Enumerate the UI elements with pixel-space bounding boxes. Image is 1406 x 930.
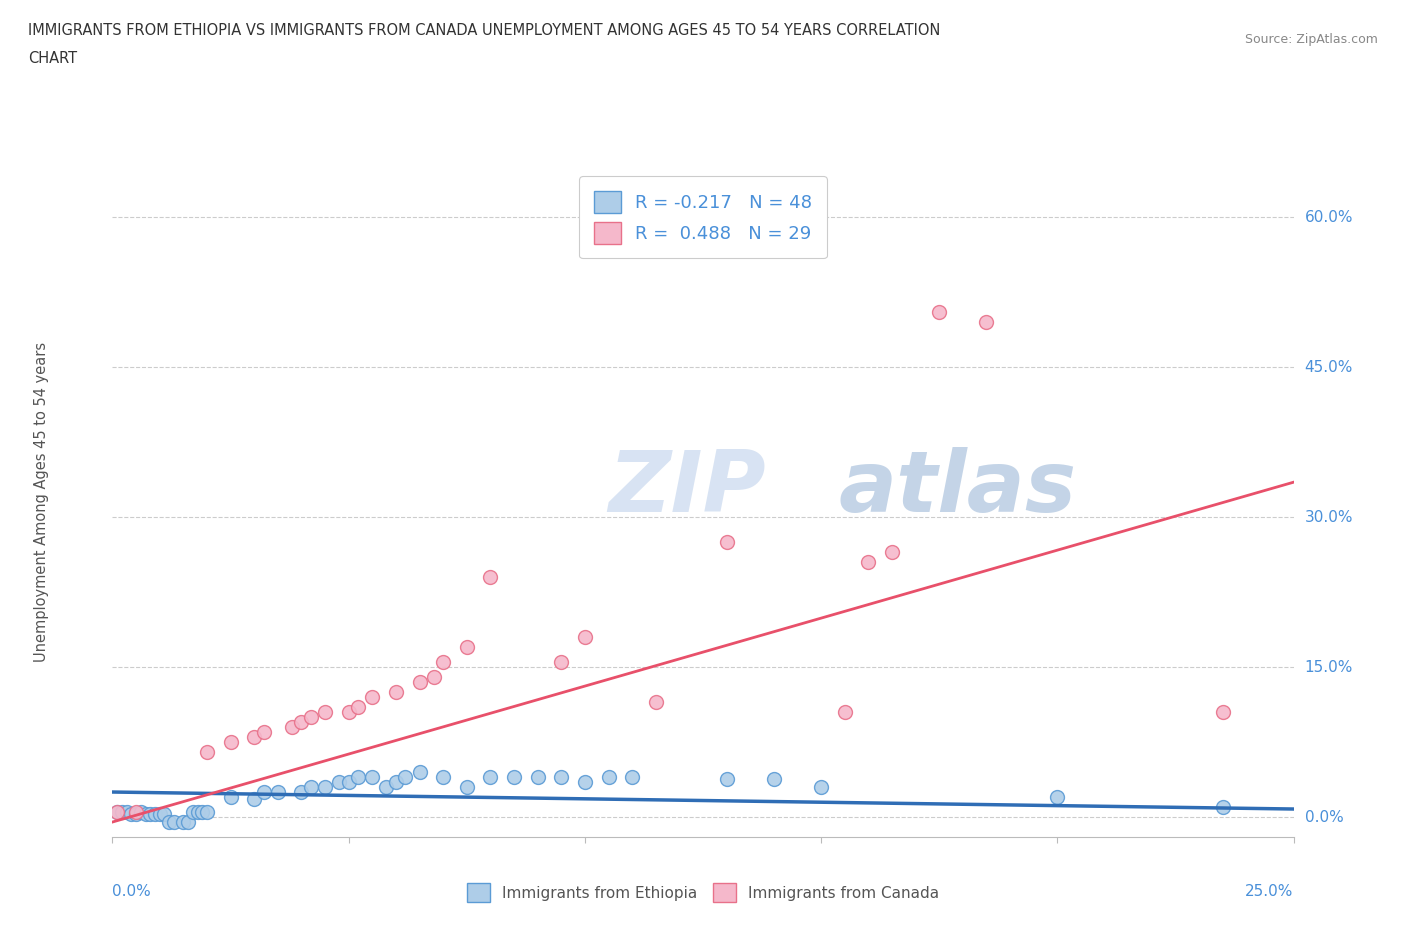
Text: IMMIGRANTS FROM ETHIOPIA VS IMMIGRANTS FROM CANADA UNEMPLOYMENT AMONG AGES 45 TO: IMMIGRANTS FROM ETHIOPIA VS IMMIGRANTS F…: [28, 23, 941, 38]
Point: [290, 714, 312, 729]
Text: atlas: atlas: [839, 447, 1077, 530]
Point: [153, 806, 176, 821]
Point: [195, 804, 218, 819]
Point: [219, 735, 242, 750]
Point: [105, 804, 128, 819]
Point: [361, 690, 384, 705]
Point: [394, 770, 416, 785]
Point: [314, 779, 336, 794]
Point: [456, 779, 478, 794]
Text: 0.0%: 0.0%: [112, 884, 152, 899]
Point: [432, 770, 454, 785]
Point: [299, 779, 322, 794]
Point: [243, 730, 266, 745]
Point: [503, 770, 526, 785]
Point: [1212, 705, 1234, 720]
Point: [281, 720, 304, 735]
Point: [135, 806, 157, 821]
Point: [115, 804, 138, 819]
Point: [408, 674, 430, 689]
Point: [716, 772, 738, 787]
Text: 25.0%: 25.0%: [1246, 884, 1294, 899]
Point: [243, 791, 266, 806]
Point: [143, 806, 166, 821]
Point: [1046, 790, 1069, 804]
Point: [195, 745, 218, 760]
Point: [928, 305, 950, 320]
Point: [574, 775, 596, 790]
Point: [129, 804, 152, 819]
Point: [550, 655, 572, 670]
Text: CHART: CHART: [28, 51, 77, 66]
Point: [479, 570, 502, 585]
Point: [299, 710, 322, 724]
Text: 30.0%: 30.0%: [1305, 510, 1353, 525]
Point: [621, 770, 644, 785]
Point: [347, 699, 370, 714]
Point: [125, 804, 148, 819]
Text: 0.0%: 0.0%: [1305, 809, 1343, 825]
Point: [385, 684, 408, 699]
Point: [598, 770, 620, 785]
Point: [479, 770, 502, 785]
Point: [880, 545, 903, 560]
Point: [526, 770, 548, 785]
Text: Source: ZipAtlas.com: Source: ZipAtlas.com: [1244, 33, 1378, 46]
Point: [762, 772, 785, 787]
Point: [422, 670, 444, 684]
Text: 45.0%: 45.0%: [1305, 360, 1353, 375]
Point: [716, 535, 738, 550]
Point: [375, 779, 398, 794]
Point: [1212, 800, 1234, 815]
Point: [834, 705, 856, 720]
Point: [120, 806, 142, 821]
Text: Unemployment Among Ages 45 to 54 years: Unemployment Among Ages 45 to 54 years: [34, 342, 49, 662]
Point: [253, 785, 276, 800]
Text: 15.0%: 15.0%: [1305, 659, 1353, 674]
Point: [347, 770, 370, 785]
Legend: Immigrants from Ethiopia, Immigrants from Canada: Immigrants from Ethiopia, Immigrants fro…: [460, 876, 946, 910]
Point: [267, 785, 290, 800]
Point: [574, 630, 596, 644]
Point: [976, 315, 998, 330]
Point: [456, 640, 478, 655]
Point: [149, 806, 172, 821]
Point: [253, 724, 276, 739]
Point: [432, 655, 454, 670]
Point: [408, 764, 430, 779]
Point: [644, 695, 666, 710]
Point: [181, 804, 204, 819]
Point: [186, 804, 208, 819]
Point: [550, 770, 572, 785]
Point: [219, 790, 242, 804]
Point: [105, 804, 128, 819]
Point: [125, 806, 148, 821]
Point: [139, 806, 162, 821]
Point: [361, 770, 384, 785]
Point: [157, 815, 180, 830]
Point: [337, 775, 360, 790]
Point: [172, 815, 194, 830]
Point: [337, 705, 360, 720]
Point: [111, 804, 134, 819]
Point: [328, 775, 350, 790]
Point: [385, 775, 408, 790]
Point: [810, 779, 832, 794]
Point: [858, 554, 880, 569]
Point: [177, 815, 200, 830]
Point: [163, 815, 186, 830]
Point: [314, 705, 336, 720]
Point: [191, 804, 214, 819]
Text: ZIP: ZIP: [609, 447, 766, 530]
Point: [290, 785, 312, 800]
Text: 60.0%: 60.0%: [1305, 210, 1353, 225]
